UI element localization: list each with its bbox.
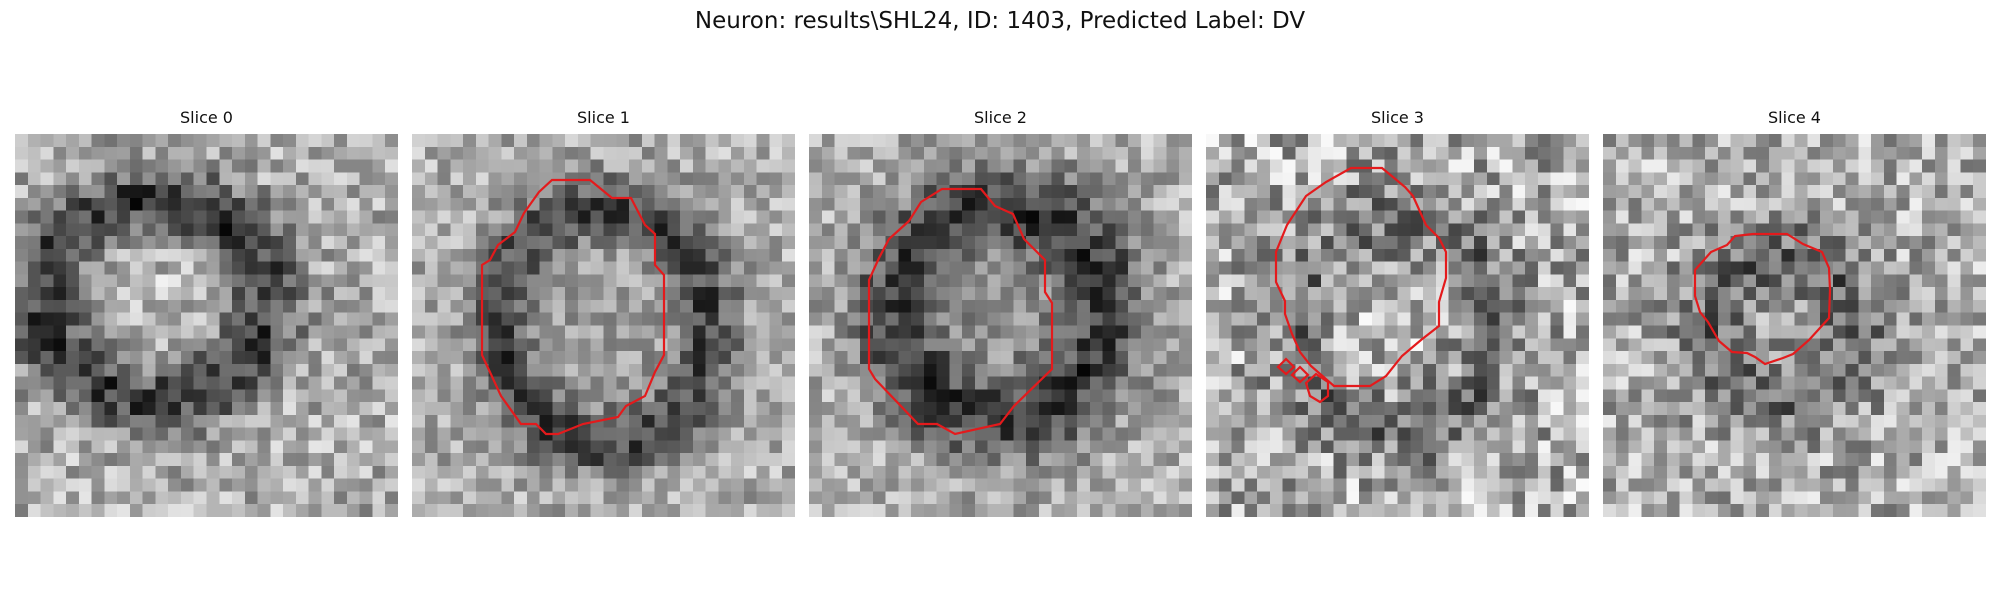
pixel-grid: [15, 134, 398, 517]
slice-image: [1206, 134, 1589, 517]
slice-image: [1603, 134, 1986, 517]
slice-image: [412, 134, 795, 517]
slice-title: Slice 4: [1768, 108, 1821, 127]
slice-image: [809, 134, 1192, 517]
pixel-grid: [412, 134, 795, 517]
neuron-outline: [867, 187, 1054, 436]
slice-title: Slice 1: [577, 108, 630, 127]
neuron-outline: [480, 178, 666, 436]
figure-title: Neuron: results\SHL24, ID: 1403, Predict…: [694, 8, 1306, 34]
neuron-outline: [1693, 232, 1832, 366]
neuron-outline-fragment: [1276, 357, 1296, 376]
slice-title: Slice 2: [974, 108, 1027, 127]
slice-title: Slice 3: [1371, 108, 1424, 127]
slice-image: [15, 134, 398, 517]
neuron-outline-fragment: [1290, 365, 1310, 384]
neuron-outline-fragment: [1304, 372, 1330, 404]
pixel-grid: [809, 134, 1192, 517]
neuron-outline: [1274, 166, 1448, 388]
slice-title: Slice 0: [180, 108, 233, 127]
pixel-grid: [1206, 134, 1589, 517]
pixel-grid: [1603, 134, 1986, 517]
